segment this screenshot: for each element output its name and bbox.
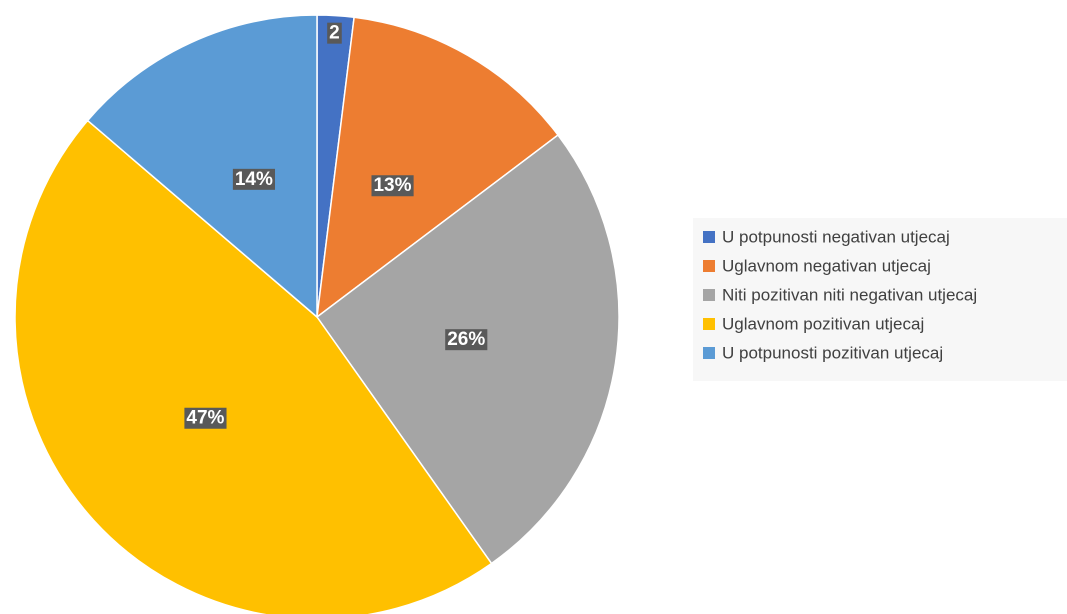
- data-label: 2: [329, 23, 340, 44]
- legend-swatch: [703, 318, 715, 330]
- data-label-bg: [327, 22, 342, 44]
- legend-swatch: [703, 347, 715, 359]
- legend-label: Uglavnom negativan utjecaj: [722, 256, 931, 275]
- legend-label: Niti pozitivan niti negativan utjecaj: [722, 285, 977, 304]
- legend: U potpunosti negativan utjecaj Uglavnom n…: [703, 227, 977, 362]
- data-label: 26%: [447, 329, 485, 350]
- data-label: 13%: [373, 175, 411, 196]
- legend-label: U potpunosti pozitivan utjecaj: [722, 343, 943, 362]
- legend-swatch: [703, 260, 715, 272]
- pie-slice: [316, 16, 560, 319]
- legend-swatch: [703, 231, 715, 243]
- data-label-bg: [232, 168, 276, 190]
- pie-slice: [14, 119, 493, 614]
- legend-swatch: [703, 289, 715, 301]
- data-label: 47%: [186, 408, 224, 429]
- legend-label: U potpunosti negativan utjecaj: [722, 227, 950, 246]
- data-label-bg: [445, 329, 488, 351]
- data-label-bg: [184, 407, 227, 429]
- legend-label: Uglavnom pozitivan utjecaj: [722, 314, 924, 333]
- data-label-bg: [371, 175, 414, 197]
- legend-box: [693, 218, 1067, 381]
- data-label: 14%: [235, 169, 273, 190]
- data-labels: 2 13% 26% 47% 14%: [184, 22, 488, 429]
- pie-slice: [86, 14, 318, 319]
- pie: [14, 14, 620, 614]
